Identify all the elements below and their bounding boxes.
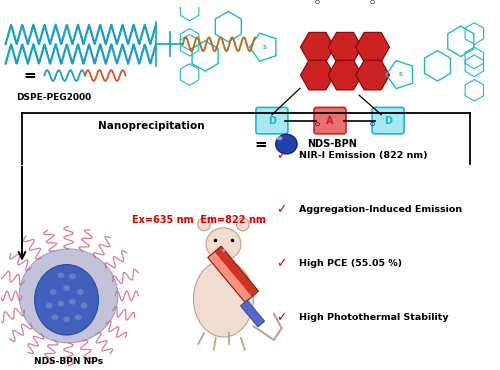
Text: A: A [326,115,334,126]
Text: O: O [369,122,374,127]
Ellipse shape [46,303,53,309]
Text: D: D [384,115,392,126]
Ellipse shape [236,218,249,231]
Text: D: D [268,115,276,126]
Ellipse shape [57,272,64,279]
Text: O: O [369,0,374,5]
Ellipse shape [276,134,297,154]
Ellipse shape [76,289,84,295]
FancyBboxPatch shape [372,107,404,134]
Ellipse shape [57,300,64,307]
Ellipse shape [206,228,241,260]
Text: O: O [315,0,320,5]
Ellipse shape [198,218,210,231]
Ellipse shape [52,314,59,320]
Text: NIR-I Emission (822 nm): NIR-I Emission (822 nm) [299,151,428,160]
Text: =: = [254,137,266,152]
Polygon shape [214,246,258,297]
Text: O: O [315,122,320,127]
Ellipse shape [276,136,282,140]
Text: Aggregation-Induced Emission: Aggregation-Induced Emission [299,205,462,214]
Ellipse shape [63,316,70,323]
Ellipse shape [74,314,82,320]
Text: NDS-BPN NPs: NDS-BPN NPs [34,357,103,366]
Ellipse shape [68,273,76,279]
Ellipse shape [50,289,56,295]
Ellipse shape [34,265,98,335]
Polygon shape [208,252,252,303]
Ellipse shape [68,299,76,305]
Text: S: S [262,45,266,50]
Text: Ex=635 nm  Em=822 nm: Ex=635 nm Em=822 nm [132,215,266,225]
Ellipse shape [194,260,254,337]
Text: High Photothermal Stability: High Photothermal Stability [299,313,448,322]
Ellipse shape [80,303,87,309]
Text: ✓: ✓ [276,311,287,324]
Text: ✓: ✓ [276,203,287,216]
Text: NDS-BPN: NDS-BPN [307,139,357,149]
FancyBboxPatch shape [256,107,288,134]
Ellipse shape [63,285,70,291]
Polygon shape [240,300,264,327]
Text: Nanoprecipitation: Nanoprecipitation [98,121,204,131]
Ellipse shape [19,249,118,343]
Text: DSPE-PEG2000: DSPE-PEG2000 [16,92,92,102]
Text: ✓: ✓ [276,149,287,162]
FancyBboxPatch shape [314,107,346,134]
Text: =: = [24,68,36,83]
Text: High PCE (55.05 %): High PCE (55.05 %) [299,259,402,268]
Text: S: S [398,72,402,77]
Text: ✓: ✓ [276,257,287,270]
